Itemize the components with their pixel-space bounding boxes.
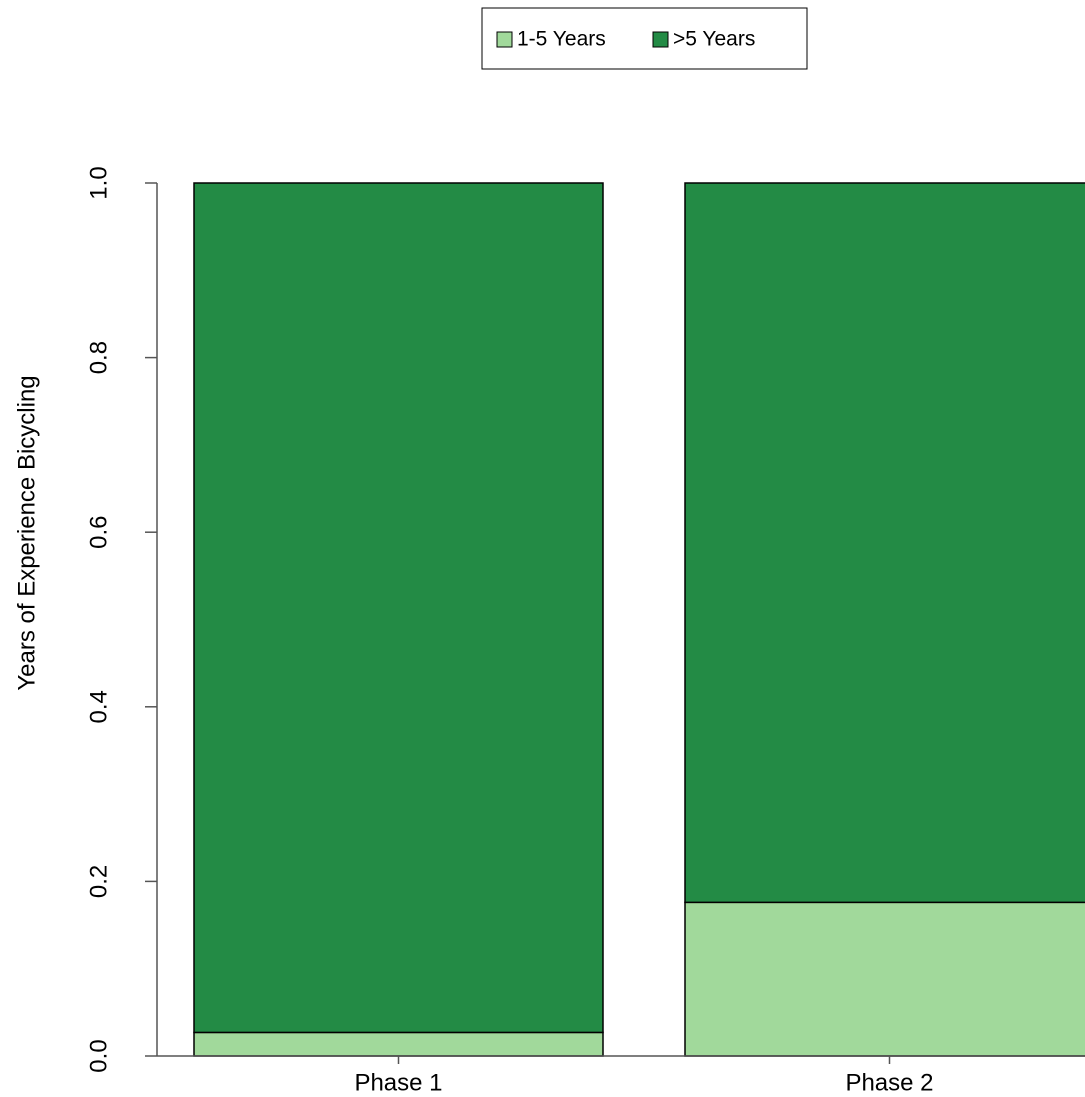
- y-tick-label: 1.0: [85, 166, 112, 199]
- legend-swatch: [496, 31, 513, 48]
- legend-label: >5 Years: [673, 28, 755, 51]
- y-tick-label: 0.8: [85, 341, 112, 374]
- y-tick-label: 0.0: [85, 1039, 112, 1072]
- y-tick-label: 0.4: [85, 690, 112, 723]
- bar-segment: [193, 1031, 604, 1057]
- legend-swatch: [652, 31, 669, 48]
- y-tick-label: 0.2: [85, 865, 112, 898]
- bar-segment: [193, 182, 604, 1034]
- y-tick-label: 0.6: [85, 516, 112, 549]
- y-axis-label: Years of Experience Bicycling: [13, 375, 40, 690]
- x-tick-label: Phase 2: [845, 1069, 933, 1096]
- legend-box: [481, 7, 808, 70]
- bar-segment: [684, 901, 1085, 1057]
- x-tick-label: Phase 1: [354, 1069, 442, 1096]
- bar-segment: [684, 182, 1085, 904]
- legend-label: 1-5 Years: [517, 28, 606, 51]
